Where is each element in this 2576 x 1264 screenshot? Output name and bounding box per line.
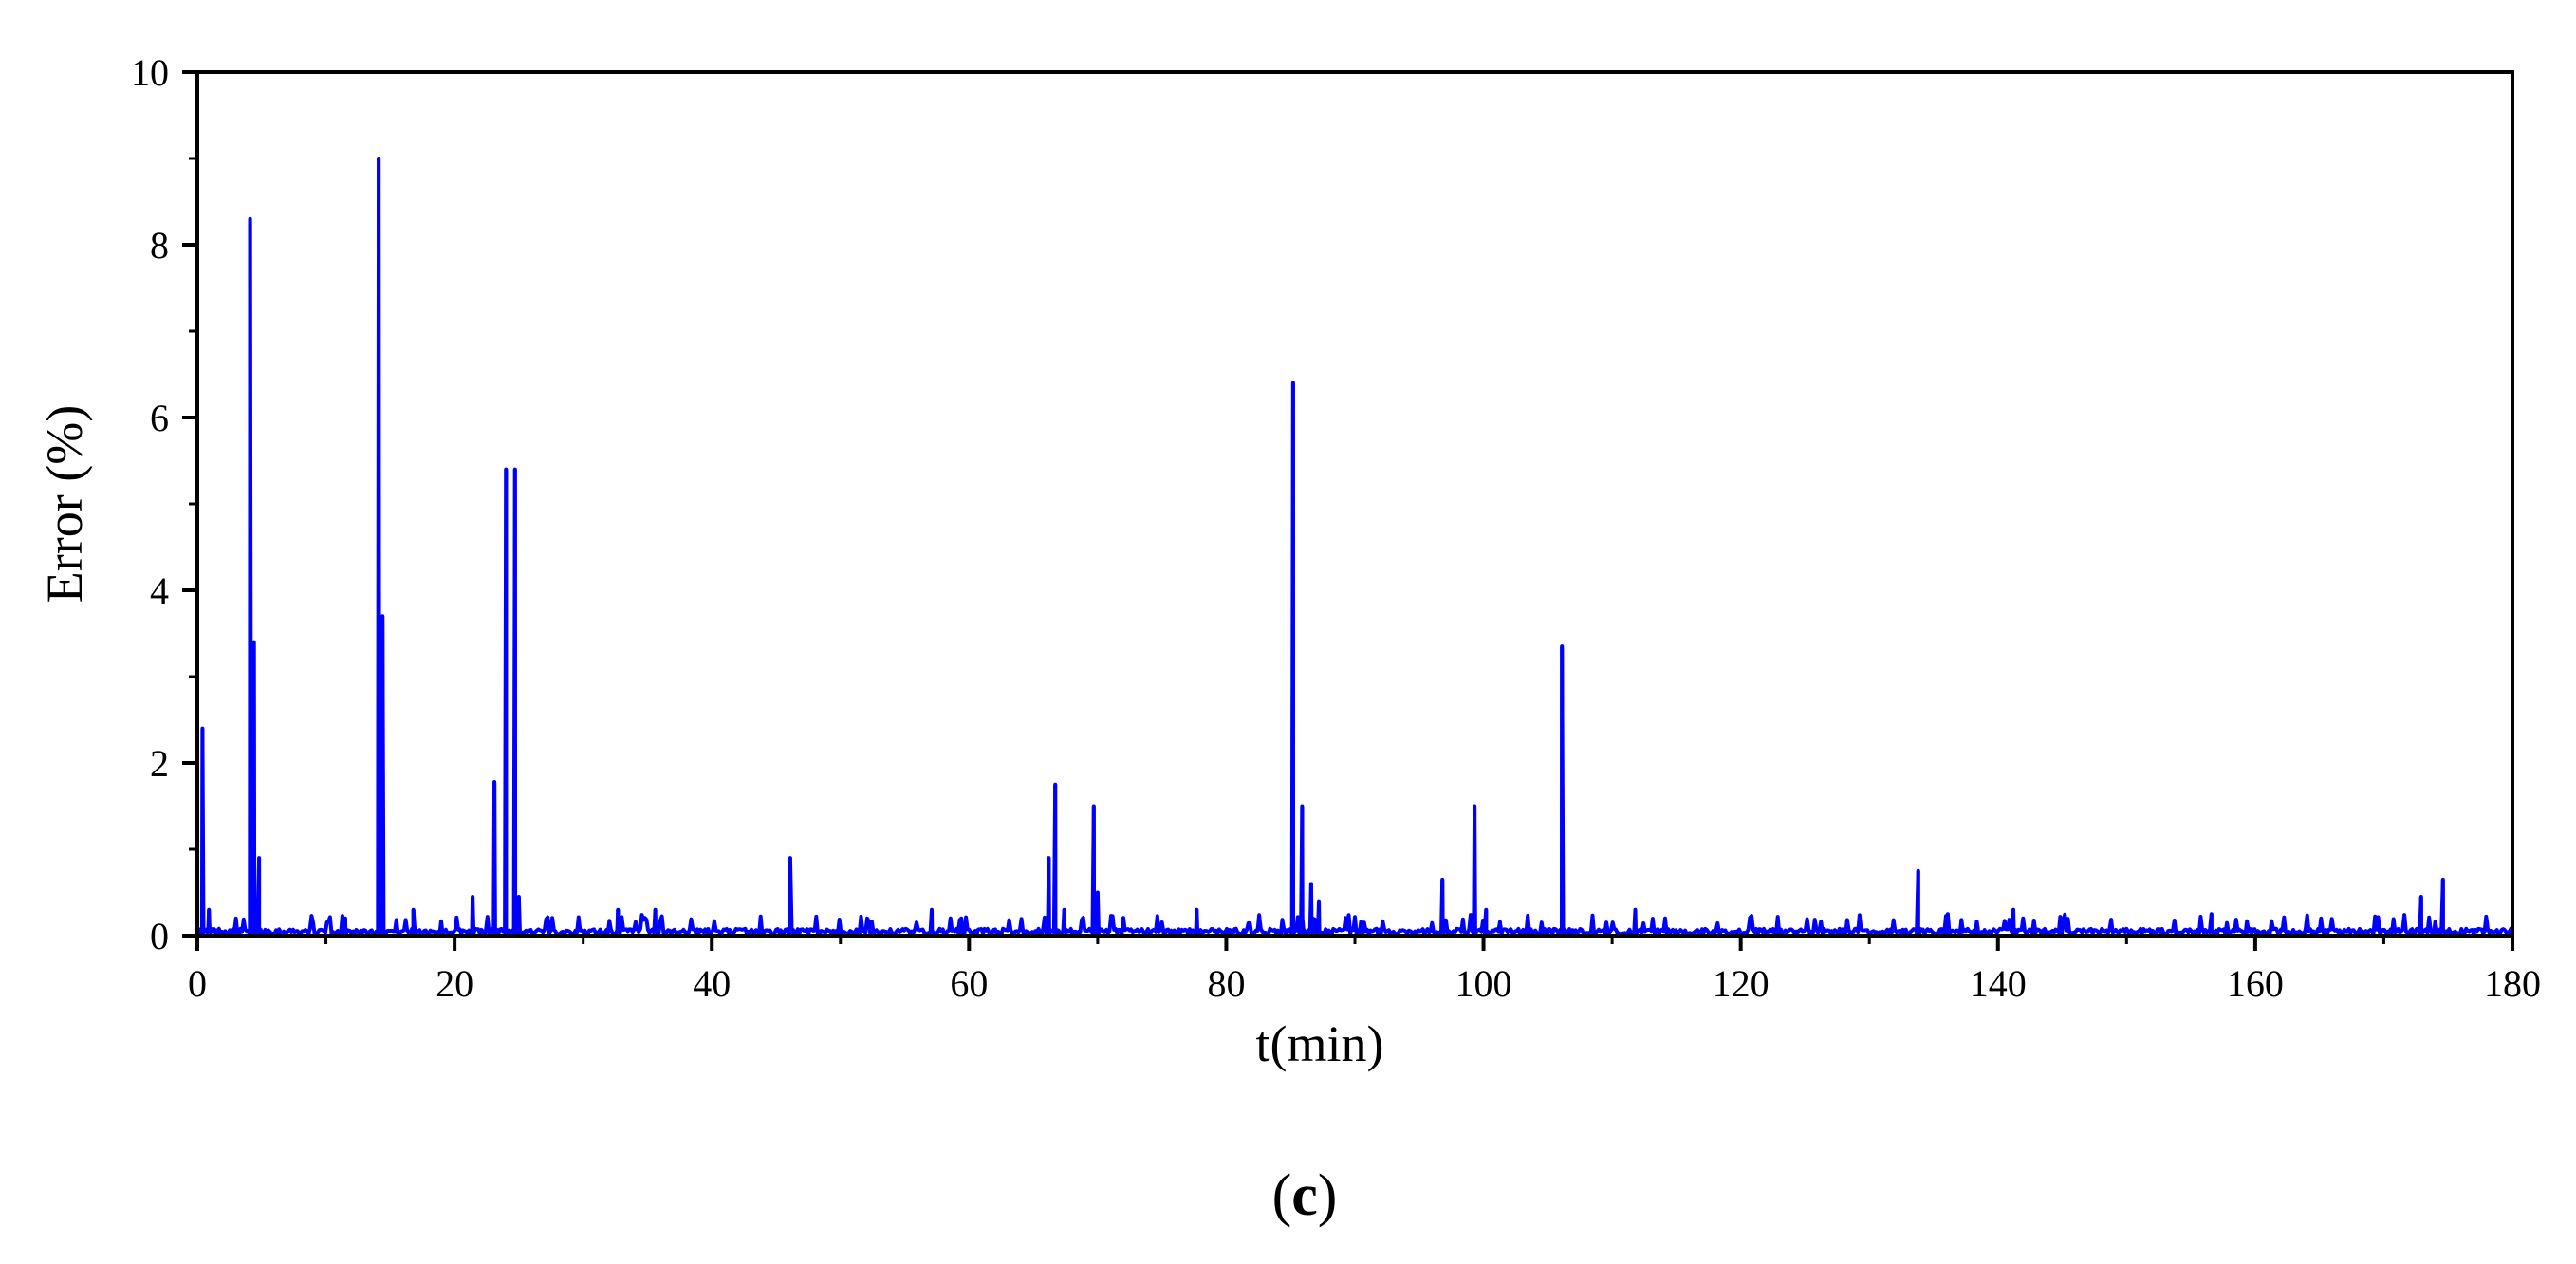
y-tick-label: 8 [150,224,169,267]
x-tick-label: 120 [1713,962,1770,1005]
x-tick-label: 160 [2227,962,2284,1005]
data-layer [195,157,2514,937]
y-tick-label: 0 [150,915,169,957]
figure-caption: (c) [1272,1163,1338,1228]
x-tick-label: 180 [2484,962,2541,1005]
y-axis-title: Error (%) [36,405,93,603]
y-tick-label: 6 [150,397,169,439]
x-axis-title: t(min) [1256,1015,1384,1072]
x-tick-label: 20 [436,962,473,1005]
caption-close-paren: ) [1318,1163,1338,1228]
x-tick-label: 80 [1207,962,1245,1005]
caption-letter: c [1291,1163,1318,1228]
x-tick-label: 40 [693,962,731,1005]
y-tick-label: 4 [150,569,169,612]
y-tick-label: 2 [150,742,169,785]
x-tick-label: 60 [950,962,988,1005]
x-tick-label: 0 [188,962,207,1005]
x-tick-label: 140 [1970,962,2027,1005]
plot-frame [195,70,2514,938]
error-series-line [195,157,2514,937]
ticks-layer: 0 20 40 60 80 100 120 140 160 180 0 2 4 6 8 10 [131,51,2541,1005]
y-tick-label: 10 [131,51,169,94]
caption-open-paren: ( [1272,1163,1292,1228]
x-tick-label: 100 [1455,962,1512,1005]
